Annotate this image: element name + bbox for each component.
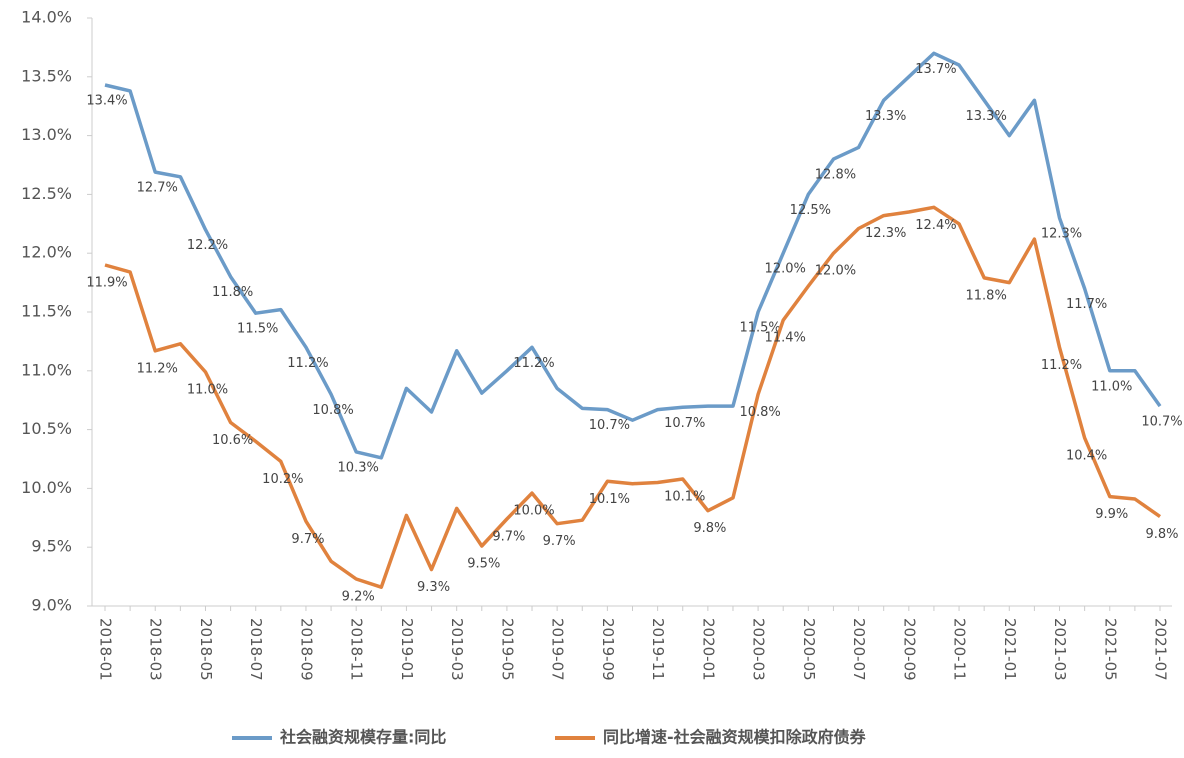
data-label: 9.7% [543,534,576,549]
x-tick-label: 2018-05 [197,618,215,681]
x-tick-label: 2018-03 [147,618,165,681]
data-label: 10.8% [739,405,780,420]
x-tick-label: 2018-11 [348,618,366,681]
data-label: 9.8% [1145,527,1178,542]
data-label: 10.0% [513,504,554,519]
legend-label: 社会融资规模存量:同比 [279,728,446,747]
x-tick-label: 2019-07 [549,618,567,681]
y-tick-label: 10.5% [21,419,72,438]
data-label: 9.3% [417,580,450,595]
data-label: 11.2% [513,356,554,371]
y-tick-label: 14.0% [21,8,72,27]
y-tick-label: 9.5% [31,537,72,556]
data-label: 11.5% [237,322,278,337]
data-label: 9.5% [467,557,500,572]
data-label: 11.2% [1041,358,1082,373]
data-label: 10.2% [262,472,303,487]
data-label: 12.3% [1041,226,1082,241]
y-tick-label: 12.0% [21,243,72,262]
x-tick-label: 2021-05 [1101,618,1119,681]
x-tick-label: 2020-01 [699,618,717,681]
data-label: 12.0% [765,262,806,277]
y-tick-label: 13.0% [21,125,72,144]
data-label: 12.0% [815,264,856,279]
data-label: 9.7% [291,532,324,547]
data-label: 13.4% [86,94,127,109]
x-tick-label: 2019-03 [448,618,466,681]
data-label: 11.8% [966,288,1007,303]
data-label: 11.2% [137,361,178,376]
x-tick-label: 2021-01 [1001,618,1019,681]
legend-label: 同比增速-社会融资规模扣除政府债券 [603,728,867,747]
data-label: 11.0% [1091,379,1132,394]
data-label: 9.8% [693,521,726,536]
data-label: 11.2% [287,356,328,371]
data-label: 9.2% [342,589,375,604]
x-tick-label: 2018-01 [97,618,115,681]
data-label: 12.4% [915,218,956,233]
data-label: 11.8% [212,285,253,300]
data-label: 11.5% [739,321,780,336]
x-tick-label: 2020-03 [750,618,768,681]
y-tick-label: 9.0% [31,596,72,615]
x-tick-label: 2020-07 [850,618,868,681]
data-label: 10.7% [589,418,630,433]
x-tick-label: 2018-09 [297,618,315,681]
data-label: 10.8% [312,403,353,418]
y-tick-label: 11.0% [21,360,72,379]
x-tick-label: 2021-07 [1152,618,1170,681]
data-label: 12.5% [790,203,831,218]
data-label: 9.7% [492,529,525,544]
series-line [104,51,1162,460]
x-tick-label: 2020-05 [800,618,818,681]
x-tick-label: 2020-11 [951,618,969,681]
data-label: 10.1% [664,489,705,504]
x-tick-label: 2019-11 [649,618,667,681]
y-tick-label: 12.5% [21,184,72,203]
data-label: 13.3% [966,109,1007,124]
data-label: 10.7% [1141,415,1182,430]
x-tick-label: 2021-03 [1051,618,1069,681]
data-label: 11.4% [765,331,806,346]
data-label: 10.7% [664,416,705,431]
x-tick-label: 2019-05 [498,618,516,681]
series-line [104,205,1162,589]
x-tick-label: 2019-01 [398,618,416,681]
data-label: 10.1% [589,492,630,507]
data-label: 12.7% [137,181,178,196]
data-label: 10.6% [212,433,253,448]
data-label: 11.9% [86,275,127,290]
data-label: 12.3% [865,226,906,241]
data-label: 11.7% [1066,297,1107,312]
y-tick-label: 11.5% [21,302,72,321]
data-label: 12.2% [187,238,228,253]
y-tick-label: 13.5% [21,66,72,85]
x-tick-label: 2020-09 [900,618,918,681]
x-tick-label: 2019-09 [599,618,617,681]
data-label: 10.3% [338,460,379,475]
data-label: 10.4% [1066,448,1107,463]
x-tick-label: 2018-07 [247,618,265,681]
data-label: 9.9% [1095,507,1128,522]
data-label: 11.0% [187,382,228,397]
data-label: 13.7% [915,62,956,77]
data-label: 12.8% [815,168,856,183]
y-tick-label: 10.0% [21,478,72,497]
data-label: 13.3% [865,109,906,124]
